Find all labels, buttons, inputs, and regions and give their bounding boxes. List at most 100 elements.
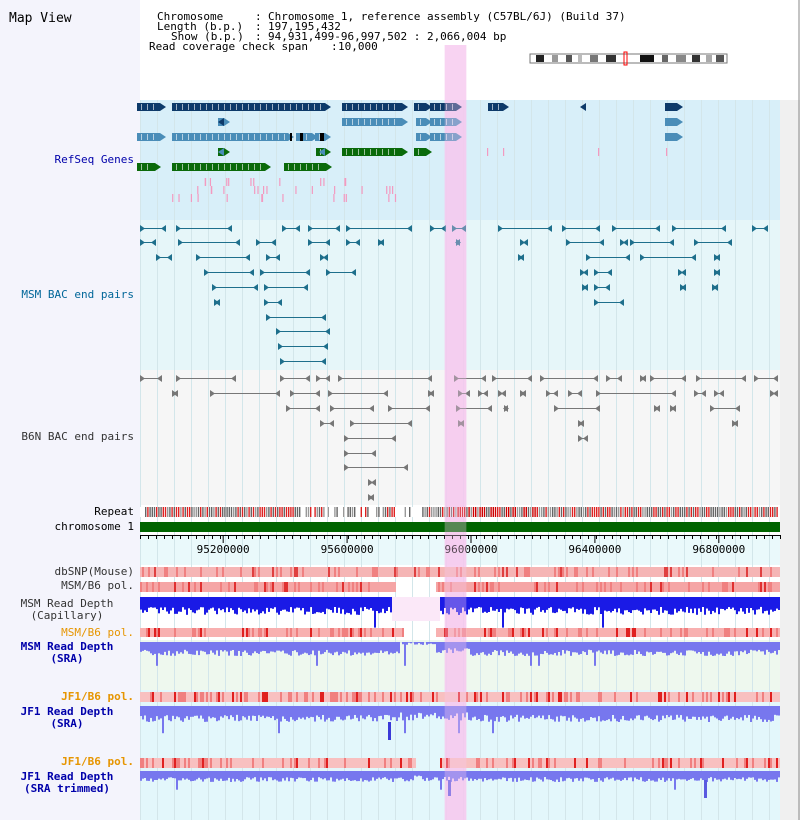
jf1-pol-cell <box>418 692 420 702</box>
jf1-sra-depth-bar <box>602 706 604 721</box>
jf1-trim-pol-cell <box>724 758 726 768</box>
msm-sra-depth-bar <box>154 642 156 654</box>
b6n-bac-pair-end <box>371 479 376 486</box>
msm-capillary-depth-bar <box>182 597 184 608</box>
msm-pol-cell <box>750 582 752 592</box>
track-label-jf1-b6-pol-2[interactable]: JF1/B6 pol. <box>61 755 134 768</box>
msm-capillary-depth-bar <box>620 597 622 614</box>
dbsnp-density-cell <box>440 567 442 577</box>
msm-capillary-depth-bar <box>458 597 460 615</box>
msm-bac-pair-end <box>520 239 525 246</box>
track-label-jf1-depth-sra[interactable]: JF1 Read Depth (SRA) <box>0 706 134 730</box>
refseq-gene-exon <box>137 103 160 111</box>
jf1-pol-cell <box>170 692 172 702</box>
track-label-msm-b6-pol-2[interactable]: MSM/B6 pol. <box>61 626 134 639</box>
jf1-pol-cell <box>678 692 680 702</box>
jf1-trim-depth-bar <box>390 771 392 779</box>
msm-capillary-depth-bar <box>702 597 704 608</box>
msm-pol-cell <box>614 582 616 592</box>
jf1-trim-depth-bar <box>710 771 712 778</box>
msm-sra-depth-bar <box>456 642 458 651</box>
track-label-chromosome[interactable]: chromosome 1 <box>54 520 134 533</box>
msm-sra-pol-cell <box>492 628 494 637</box>
dbsnp-density-cell <box>144 567 146 577</box>
msm-sra-depth-bar <box>740 642 742 652</box>
repeat-element <box>261 507 263 517</box>
jf1-depth-sra-line1: JF1 Read Depth <box>20 705 114 718</box>
repeat-element <box>635 507 637 517</box>
msm-pol-cell <box>358 582 360 592</box>
jf1-sra-depth-bar <box>716 706 718 719</box>
jf1-sra-depth-bar <box>316 706 318 716</box>
jf1-trim-depth-bar <box>142 771 144 779</box>
jf1-pol-cell <box>250 692 252 702</box>
jf1-trim-pol-cell <box>274 758 276 768</box>
msm-sra-pol-cell <box>342 628 344 637</box>
jf1-trim-depth-bar <box>756 771 758 782</box>
msm-sra-pol-cell <box>188 628 190 637</box>
dbsnp-density-cell <box>268 567 270 577</box>
track-label-b6n-bac[interactable]: B6N BAC end pairs <box>21 430 134 443</box>
jf1-trim-depth-bar <box>438 771 440 781</box>
jf1-trim-depth-bar <box>668 771 670 779</box>
repeat-element <box>567 507 569 517</box>
repeat-element <box>153 507 156 517</box>
repeat-element <box>668 507 670 517</box>
jf1-trim-pol-cell <box>406 758 408 768</box>
msm-sra-pol-cell <box>518 628 520 637</box>
track-label-msm-depth-capillary[interactable]: MSM Read Depth (Capillary) <box>0 598 134 622</box>
msm-pol-cell <box>460 582 462 592</box>
b6n-bac-pair-end <box>521 390 526 397</box>
repeat-element <box>721 507 723 517</box>
dbsnp-density-cell <box>190 567 192 577</box>
jf1-trim-pol-cell <box>160 758 162 768</box>
track-label-msm-bac[interactable]: MSM BAC end pairs <box>21 288 134 301</box>
jf1-pol-cell <box>448 692 450 702</box>
dbsnp-density-cell <box>160 567 162 577</box>
msm-pol-cell <box>624 582 626 592</box>
msm-capillary-depth-bar <box>744 597 746 614</box>
msm-capillary-depth-bar <box>524 597 526 614</box>
repeat-element <box>728 507 730 517</box>
msm-sra-depth-bar <box>526 642 528 654</box>
track-label-refseq[interactable]: RefSeq Genes <box>54 153 134 166</box>
msm-sra-depth-bar <box>500 642 502 651</box>
track-label-jf1-depth-trimmed[interactable]: JF1 Read Depth (SRA trimmed) <box>0 771 134 795</box>
msm-sra-depth-bar <box>544 642 546 652</box>
jf1-pol-cell <box>292 692 294 702</box>
msm-sra-depth-bar <box>354 642 356 653</box>
jf1-trim-pol-cell <box>616 758 618 768</box>
msm-sra-depth-bar <box>288 642 290 655</box>
msm-sra-depth-bar <box>586 642 588 655</box>
msm-capillary-depth-bar <box>288 597 290 612</box>
msm-sra-pol-cell <box>442 628 444 637</box>
track-label-msm-b6-pol-1[interactable]: MSM/B6 pol. <box>61 579 134 592</box>
dbsnp-density-cell <box>516 567 518 577</box>
jf1-pol-cell <box>354 692 356 702</box>
track-label-msm-depth-sra[interactable]: MSM Read Depth (SRA) <box>0 641 134 665</box>
repeat-element <box>268 507 270 517</box>
msm-sra-pol-cell <box>172 628 174 637</box>
jf1-pol-cell <box>504 692 506 702</box>
msm-sra-depth-bar <box>540 642 542 654</box>
msm-sra-depth-bar <box>542 642 544 655</box>
msm-sra-pol-cell <box>336 628 338 637</box>
msm-pol-cell <box>496 582 498 592</box>
track-label-jf1-b6-pol-1[interactable]: JF1/B6 pol. <box>61 690 134 703</box>
repeat-element <box>477 507 479 517</box>
msm-sra-depth-bar <box>172 642 174 654</box>
jf1-pol-cell <box>636 692 638 702</box>
dbsnp-density-cell <box>540 567 542 577</box>
jf1-sra-depth-bar <box>206 706 208 722</box>
jf1-pol-cell <box>410 692 412 702</box>
jf1-trim-depth-bar <box>306 771 308 781</box>
track-label-dbsnp[interactable]: dbSNP(Mouse) <box>54 565 134 578</box>
track-label-repeat[interactable]: Repeat <box>94 505 134 518</box>
repeat-element <box>151 507 153 517</box>
dbsnp-density-cell <box>150 567 152 577</box>
jf1-pol-cell <box>672 692 674 702</box>
repeat-element <box>591 507 593 517</box>
msm-pol-cell <box>498 582 500 592</box>
dbsnp-density-cell <box>300 567 302 577</box>
